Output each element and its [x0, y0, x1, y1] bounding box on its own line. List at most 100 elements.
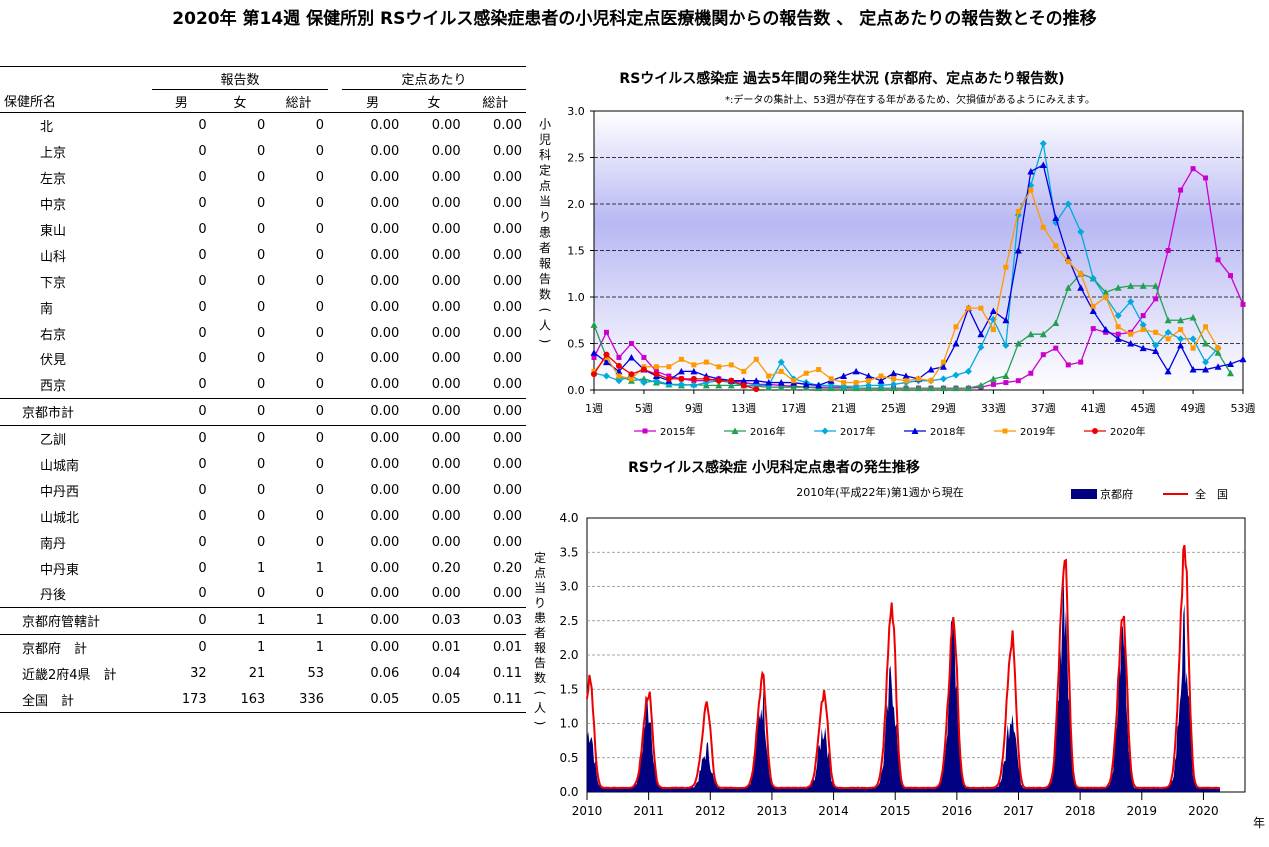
row-cell: 0.00 [431, 299, 461, 315]
row-cell: 0.00 [370, 640, 400, 656]
chart1-ytick-label: 1.0 [567, 291, 585, 304]
chart1-point [778, 368, 784, 374]
chart1-ylabel: 数 [539, 287, 551, 302]
chart1-point [1065, 362, 1071, 368]
chart1-point [1114, 284, 1122, 291]
row-cell: 0 [257, 299, 266, 315]
row-name: 中丹東 [40, 562, 80, 578]
row-name: 中丹西 [40, 484, 80, 500]
chart1-point [603, 351, 610, 358]
chart1-point [731, 427, 739, 434]
row-cell: 1 [315, 640, 324, 656]
row-cell: 0.00 [431, 325, 461, 341]
chart1-point [940, 359, 946, 365]
chart2-xtick-label: 2020 [1188, 804, 1219, 818]
chart1-point [1003, 380, 1009, 386]
chart1-point [752, 377, 760, 384]
row-cell: 0.00 [431, 351, 461, 367]
row-cell: 0 [315, 222, 324, 237]
chart1-point [1014, 247, 1022, 254]
row-cell: 21 [248, 666, 266, 682]
chart1-point [891, 376, 897, 382]
row-cell: 0.00 [370, 196, 400, 212]
row-cell: 0 [152, 607, 211, 635]
chart1-point [616, 354, 622, 360]
row-cell: 0 [257, 144, 266, 160]
chart1-ylabel: 患 [539, 226, 551, 240]
chart1-point [866, 378, 872, 384]
row-name: 近畿2府4県 計 [22, 668, 117, 684]
chart1-ylabel: 点 [539, 179, 551, 193]
row-cell: 0.00 [370, 351, 400, 367]
row-cell: 0 [315, 299, 324, 315]
chart1-point [678, 375, 685, 382]
chart1-xtick-label: 49週 [1181, 402, 1206, 415]
chart1-point [728, 377, 735, 384]
row-cell: 0 [210, 581, 270, 608]
row-cell: 0 [269, 371, 328, 399]
chart2-ylabel: 告 [534, 656, 546, 670]
chart1-point [628, 376, 634, 382]
row-cell: 0 [257, 431, 266, 447]
chart1-point [1227, 360, 1235, 367]
chart1-point [1203, 175, 1209, 181]
col-header-female: 女 [210, 89, 270, 113]
row-name: 乙訓 [40, 433, 67, 449]
chart1-point [952, 371, 960, 379]
table-row: 近畿2府4県 計 32 21 53 0.06 0.04 0.11 [0, 661, 526, 687]
row-cell: 0.00 [431, 118, 461, 134]
chart1-point [1152, 282, 1160, 289]
chart1-point [1177, 341, 1185, 349]
chart1-point [952, 340, 960, 347]
col-header-male-per: 男 [342, 89, 404, 113]
chart1-point [628, 371, 635, 378]
row-cell: 0.00 [431, 508, 461, 524]
row-cell: 1 [257, 640, 266, 656]
chart1-point [1103, 294, 1109, 300]
row-cell: 0.00 [403, 398, 465, 426]
chart1-ylabel: 定 [539, 163, 551, 178]
chart1-point [990, 327, 996, 333]
chart1-xtick-label: 13週 [731, 402, 756, 415]
row-cell: 0 [315, 534, 324, 550]
chart2-ylabel: 者 [534, 626, 546, 640]
chart1-point [865, 381, 873, 389]
row-name: 上京 [40, 146, 67, 162]
row-cell: 0 [257, 118, 266, 134]
chart1-point [1164, 367, 1172, 375]
chart1-point [1202, 366, 1210, 373]
chart1-point [777, 379, 785, 386]
row-cell: 0.00 [342, 581, 404, 608]
table-row: 全国 計 173 163 336 0.05 0.05 0.11 [0, 686, 526, 714]
row-cell: 0 [315, 247, 324, 263]
row-cell: 0.11 [464, 686, 526, 714]
chart1-point [1139, 344, 1147, 352]
chart1-point [1153, 329, 1159, 335]
chart1-legend-label: 2017年 [840, 425, 875, 438]
row-cell: 0 [257, 351, 266, 367]
chart1-ylabel: り [539, 210, 551, 224]
chart1-point [1240, 301, 1246, 307]
chart1-series-2016年 [590, 270, 1235, 392]
row-cell: 0 [152, 581, 211, 608]
chart2-ylabel: 報 [534, 641, 546, 655]
chart1-point [939, 384, 947, 392]
row-cell: 0 [257, 170, 266, 186]
chart2-xtick-label: 2013 [757, 804, 788, 818]
chart1-point [591, 354, 597, 360]
row-cell: 0 [315, 118, 324, 134]
table-row: 京都市計 0 0 0 0.00 0.00 0.00 [0, 398, 526, 426]
chart1-point [627, 353, 635, 361]
chart1-point [1102, 326, 1110, 333]
table-row: 下京 0 0 0 0.00 0.00 0.00 [0, 268, 526, 294]
row-cell: 0.00 [493, 325, 522, 341]
row-cell: 0 [315, 351, 324, 367]
row-cell: 0.00 [493, 196, 522, 212]
chart1-point [1078, 359, 1084, 365]
row-cell: 0.05 [403, 686, 465, 714]
row-cell: 0 [315, 170, 324, 186]
chart1-point [1015, 208, 1021, 214]
chart1-xtick-label: 25週 [881, 402, 906, 415]
chart1-point [1003, 264, 1009, 270]
row-cell: 0.00 [431, 431, 461, 447]
